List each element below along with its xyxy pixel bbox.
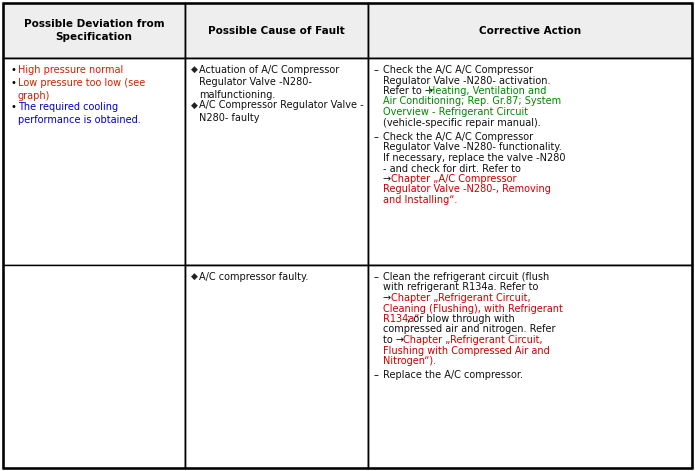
Text: •: • [10,65,16,75]
Text: Regulator Valve -N280- activation.: Regulator Valve -N280- activation. [383,75,550,86]
Text: Chapter „Refrigerant Circuit,: Chapter „Refrigerant Circuit, [403,335,543,345]
Text: (vehicle-specific repair manual).: (vehicle-specific repair manual). [383,117,541,128]
Text: R134a“: R134a“ [383,314,419,324]
Text: Flushing with Compressed Air and: Flushing with Compressed Air and [383,346,550,356]
Text: Regulator Valve -N280- functionality.: Regulator Valve -N280- functionality. [383,143,562,153]
Text: Possible Deviation from
Specification: Possible Deviation from Specification [24,19,164,42]
Text: →: → [383,293,394,303]
Text: - and check for dirt. Refer to: - and check for dirt. Refer to [383,163,521,173]
Bar [185,3,368,58]
Text: Replace the A/C compressor.: Replace the A/C compressor. [383,371,523,381]
Text: ◆: ◆ [191,65,198,74]
Text: –: – [374,132,379,142]
Text: compressed air and nitrogen. Refer: compressed air and nitrogen. Refer [383,325,555,334]
Text: Chapter „Refrigerant Circuit,: Chapter „Refrigerant Circuit, [391,293,531,303]
Text: ; or blow through with: ; or blow through with [407,314,515,324]
Text: –: – [374,65,379,75]
Bar [185,265,368,468]
Text: ◆: ◆ [191,272,198,281]
Text: A/C compressor faulty.: A/C compressor faulty. [199,272,309,282]
Text: Possible Cause of Fault: Possible Cause of Fault [208,25,345,35]
Text: Overview - Refrigerant Circuit: Overview - Refrigerant Circuit [383,107,528,117]
Bar [368,58,692,265]
Text: to →: to → [383,335,407,345]
Bar [368,265,692,468]
Text: →: → [383,174,394,184]
Text: Low pressure too low (see
graph): Low pressure too low (see graph) [18,79,145,101]
Text: If necessary, replace the valve -N280: If necessary, replace the valve -N280 [383,153,566,163]
Text: Refer to →: Refer to → [383,86,436,96]
Text: A/C Compressor Regulator Valve -
N280- faulty: A/C Compressor Regulator Valve - N280- f… [199,100,363,123]
Text: Check the A/C A/C Compressor: Check the A/C A/C Compressor [383,65,533,75]
Text: The required cooling
performance is obtained.: The required cooling performance is obta… [18,103,141,125]
Text: Nitrogen“).: Nitrogen“). [383,356,436,366]
Text: Corrective Action: Corrective Action [479,25,581,35]
Bar [3,265,185,468]
Bar [185,58,368,265]
Text: Clean the refrigerant circuit (flush: Clean the refrigerant circuit (flush [383,272,549,282]
Text: –: – [374,272,379,282]
Text: High pressure normal: High pressure normal [18,65,123,75]
Text: Regulator Valve -N280-, Removing: Regulator Valve -N280-, Removing [383,185,551,195]
Text: Actuation of A/C Compressor
Regulator Valve -N280-
malfunctioning.: Actuation of A/C Compressor Regulator Va… [199,65,339,100]
Text: ◆: ◆ [191,100,198,109]
Text: Heating, Ventilation and: Heating, Ventilation and [427,86,546,96]
Bar [3,3,185,58]
Text: Air Conditioning; Rep. Gr.87; System: Air Conditioning; Rep. Gr.87; System [383,97,561,106]
Text: •: • [10,79,16,89]
Text: –: – [374,371,379,381]
Text: Check the A/C A/C Compressor: Check the A/C A/C Compressor [383,132,533,142]
Text: with refrigerant R134a. Refer to: with refrigerant R134a. Refer to [383,283,539,292]
Bar [3,58,185,265]
Text: Chapter „A/C Compressor: Chapter „A/C Compressor [391,174,516,184]
Text: •: • [10,103,16,113]
Text: Cleaning (Flushing), with Refrigerant: Cleaning (Flushing), with Refrigerant [383,303,563,314]
Text: and Installing“.: and Installing“. [383,195,457,205]
Bar [368,3,692,58]
